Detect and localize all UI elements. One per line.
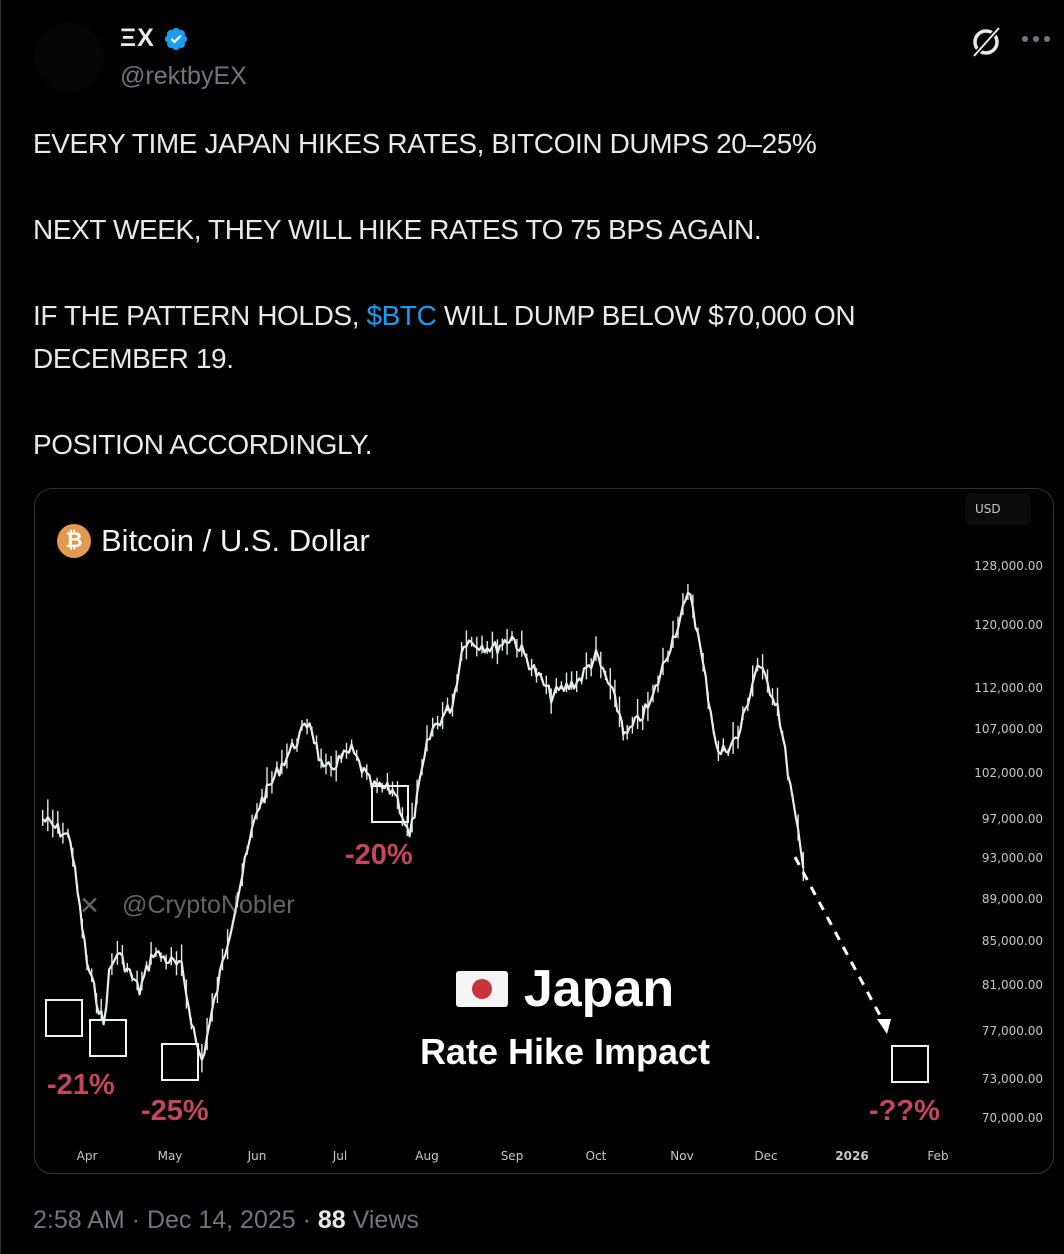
overlay-subtitle: Rate Hike Impact [419, 1031, 711, 1072]
overlay-title: Japan Rate Hike Impact [355, 959, 775, 1073]
author-name-row: ΞX [120, 24, 189, 53]
y-axis-tick: 85,000.00 [981, 934, 1043, 948]
y-axis-tick: 70,000.00 [981, 1111, 1043, 1125]
drop-box-3 [161, 1043, 199, 1081]
y-axis-tick: 128,000.00 [974, 559, 1043, 573]
y-axis-tick: 102,000.00 [974, 766, 1043, 780]
chart-title-text: Bitcoin / U.S. Dollar [101, 523, 370, 558]
grok-icon[interactable] [968, 24, 1004, 60]
y-axis-tick: 81,000.00 [981, 978, 1043, 992]
price-line [41, 591, 805, 1061]
verified-badge-icon[interactable] [163, 26, 189, 52]
author-display-name[interactable]: ΞX [120, 24, 155, 52]
x-axis-tick: Dec [754, 1149, 778, 1163]
y-axis-tick: 89,000.00 [981, 892, 1043, 906]
post-body: EVERY TIME JAPAN HIKES RATES, BITCOIN DU… [33, 122, 993, 466]
chart-title: ₿ Bitcoin / U.S. Dollar [57, 523, 370, 559]
author-handle[interactable]: @rektbyEX [120, 62, 247, 90]
drop-box-4 [371, 785, 409, 823]
y-axis-tick: 107,000.00 [974, 722, 1043, 736]
y-axis-tick: 77,000.00 [981, 1024, 1043, 1038]
post-line-1: EVERY TIME JAPAN HIKES RATES, BITCOIN DU… [33, 128, 817, 159]
x-axis-tick: Sep [500, 1149, 524, 1163]
avatar[interactable] [34, 22, 104, 92]
y-axis-tick: 97,000.00 [981, 812, 1043, 826]
x-axis-tick: Jun [247, 1149, 267, 1163]
post-line-3-suffix: WILL DUMP BELOW $70,000 ON DECEMBER 19. [33, 300, 856, 374]
price-candles [41, 584, 804, 1073]
drop-label-21: -21% [47, 1069, 115, 1101]
x-axis-tick: May [157, 1149, 183, 1163]
chart-image[interactable]: USD 128,000.00 120,000.00 112,000.00 107,00… [34, 488, 1054, 1174]
views-count: 88 [317, 1206, 346, 1234]
more-options-icon[interactable] [1022, 36, 1052, 46]
x-axis-tick: Apr [76, 1149, 98, 1163]
post-line-3: IF THE PATTERN HOLDS, $BTC WILL DUMP BEL… [33, 294, 993, 380]
drop-label-projected: -??% [869, 1095, 940, 1127]
drop-label-25: -25% [141, 1095, 209, 1127]
watermark-text: @CryptoNobler [121, 891, 295, 919]
post-line-3-prefix: IF THE PATTERN HOLDS, [33, 300, 367, 331]
y-axis-tick: 93,000.00 [981, 851, 1043, 865]
price-chart [41, 584, 891, 1073]
drop-box-projected [891, 1045, 929, 1083]
y-axis-tick: 120,000.00 [974, 618, 1043, 632]
x-axis-tick: 2026 [835, 1149, 869, 1163]
cashtag-link[interactable]: $BTC [366, 300, 437, 331]
x-axis-tick: Jul [332, 1149, 348, 1163]
post-meta: 2:58 AM · Dec 14, 2025 · 88 Views [33, 1206, 419, 1234]
drop-box-1 [45, 999, 83, 1037]
post-line-2: NEXT WEEK, THEY WILL HIKE RATES TO 75 BP… [33, 214, 762, 245]
x-axis-tick: Aug [415, 1149, 439, 1163]
currency-label: USD [965, 493, 1031, 525]
x-axis-tick: Nov [670, 1149, 694, 1163]
bitcoin-logo-icon: ₿ [57, 524, 91, 558]
overlay-title-japan: Japan [523, 960, 675, 1018]
views-label: Views [352, 1206, 419, 1234]
japan-flag-icon [455, 971, 508, 1007]
timeline-divider [0, 0, 1, 1254]
drop-label-20: -20% [345, 839, 413, 871]
x-axis-tick: Oct [585, 1149, 607, 1163]
post-date[interactable]: Dec 14, 2025 [146, 1206, 296, 1234]
y-axis-tick: 112,000.00 [974, 681, 1043, 695]
x-logo-icon: ✕ [79, 892, 100, 920]
post-time[interactable]: 2:58 AM [33, 1206, 125, 1234]
drop-box-2 [89, 1019, 127, 1057]
y-axis-tick: 73,000.00 [981, 1072, 1043, 1086]
projection-arrow [793, 856, 885, 1022]
watermark: ✕ @CryptoNobler [79, 891, 295, 921]
x-axis-tick: Feb [927, 1149, 949, 1163]
post-line-4: POSITION ACCORDINGLY. [33, 429, 373, 460]
arrow-head-icon [877, 1019, 891, 1034]
